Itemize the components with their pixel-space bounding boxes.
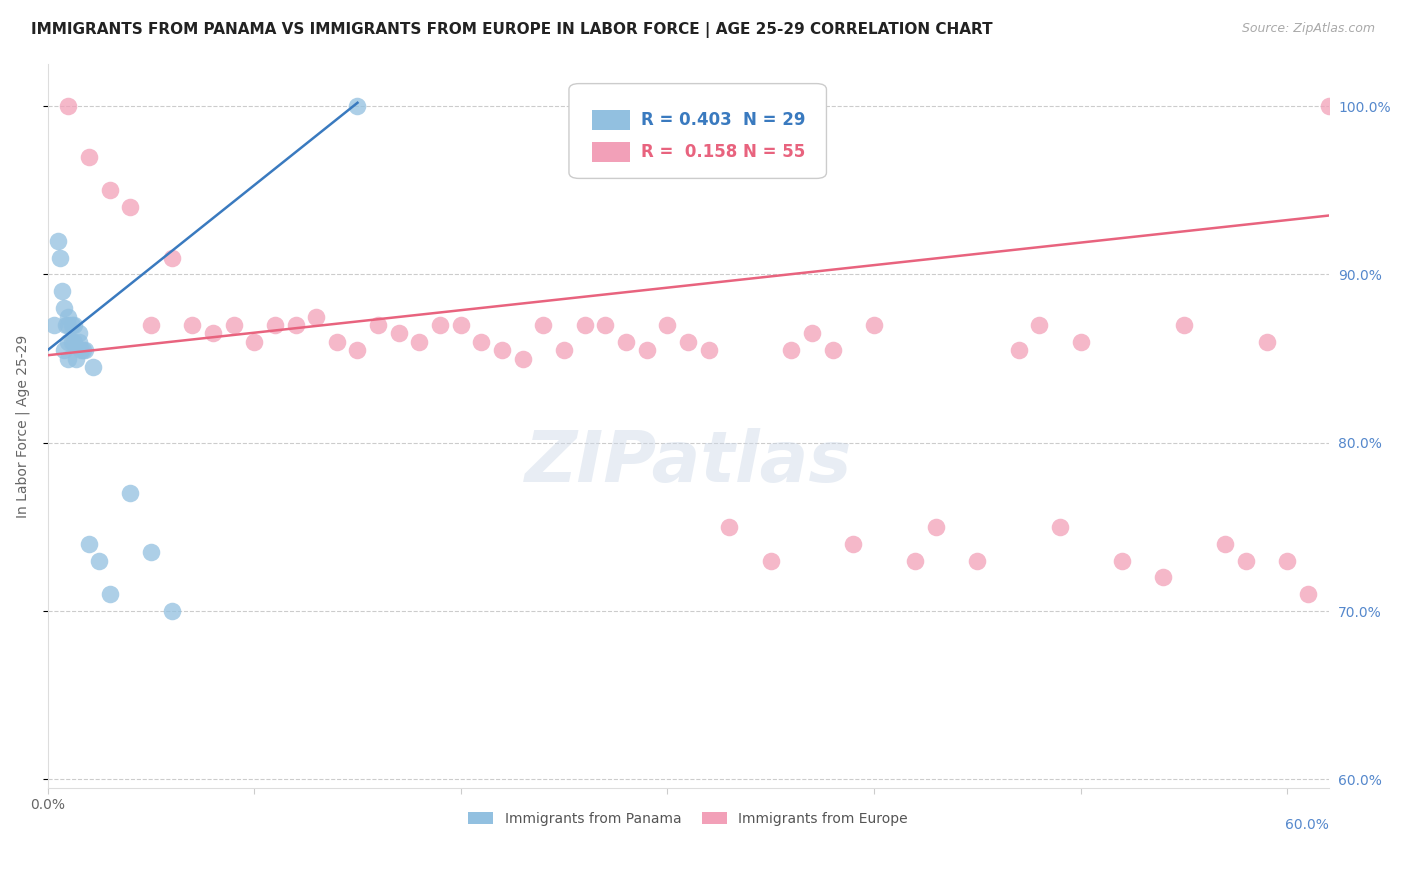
Point xyxy=(139,318,162,332)
Point xyxy=(1008,343,1031,358)
Point xyxy=(1256,334,1278,349)
Point xyxy=(42,318,65,332)
Point xyxy=(470,334,492,349)
Point xyxy=(676,334,699,349)
Text: 60.0%: 60.0% xyxy=(1285,818,1329,832)
Point xyxy=(98,183,121,197)
Point xyxy=(1234,553,1257,567)
Point xyxy=(388,326,411,341)
FancyBboxPatch shape xyxy=(592,142,630,161)
Point xyxy=(49,251,72,265)
Point xyxy=(67,326,90,341)
Point xyxy=(863,318,886,332)
Point xyxy=(201,326,224,341)
Point xyxy=(60,318,83,332)
Point xyxy=(450,318,472,332)
Point xyxy=(77,150,100,164)
Y-axis label: In Labor Force | Age 25-29: In Labor Force | Age 25-29 xyxy=(15,334,30,517)
Point xyxy=(657,318,679,332)
Point xyxy=(222,318,245,332)
Point xyxy=(718,520,741,534)
Point xyxy=(67,334,90,349)
Point xyxy=(65,351,87,366)
Point xyxy=(512,351,534,366)
FancyBboxPatch shape xyxy=(569,84,827,178)
Point xyxy=(58,334,80,349)
Point xyxy=(614,334,637,349)
Point xyxy=(120,486,142,500)
Point xyxy=(82,359,104,374)
Text: N = 55: N = 55 xyxy=(744,143,806,161)
Point xyxy=(58,310,80,324)
Point xyxy=(595,318,617,332)
Point xyxy=(346,99,368,113)
Point xyxy=(429,318,451,332)
Point xyxy=(53,343,76,358)
Point xyxy=(821,343,844,358)
Point xyxy=(243,334,266,349)
Point xyxy=(636,343,658,358)
Point xyxy=(46,234,69,248)
Point xyxy=(181,318,204,332)
Point xyxy=(1215,537,1237,551)
Point xyxy=(842,537,865,551)
Point xyxy=(58,351,80,366)
Point xyxy=(574,318,596,332)
Point xyxy=(780,343,803,358)
Point xyxy=(89,553,111,567)
Point xyxy=(120,200,142,214)
Point xyxy=(1173,318,1195,332)
Point xyxy=(1111,553,1133,567)
Point xyxy=(925,520,948,534)
Point xyxy=(77,537,100,551)
Point xyxy=(408,334,430,349)
Text: Source: ZipAtlas.com: Source: ZipAtlas.com xyxy=(1241,22,1375,36)
Point xyxy=(53,301,76,315)
Point xyxy=(284,318,307,332)
Text: IMMIGRANTS FROM PANAMA VS IMMIGRANTS FROM EUROPE IN LABOR FORCE | AGE 25-29 CORR: IMMIGRANTS FROM PANAMA VS IMMIGRANTS FRO… xyxy=(31,22,993,38)
Point xyxy=(305,310,328,324)
Point xyxy=(58,99,80,113)
Point xyxy=(801,326,824,341)
Point xyxy=(1317,99,1340,113)
Point xyxy=(1277,553,1299,567)
Point xyxy=(60,334,83,349)
Point xyxy=(51,285,73,299)
Point xyxy=(1152,570,1174,584)
Point xyxy=(759,553,782,567)
Point xyxy=(263,318,285,332)
Text: R =  0.158: R = 0.158 xyxy=(641,143,737,161)
Point xyxy=(139,545,162,559)
Point xyxy=(63,318,86,332)
FancyBboxPatch shape xyxy=(592,110,630,130)
Point xyxy=(69,343,91,358)
Point xyxy=(72,343,94,358)
Point xyxy=(63,334,86,349)
Text: ZIPatlas: ZIPatlas xyxy=(524,427,852,497)
Point xyxy=(697,343,720,358)
Point xyxy=(367,318,389,332)
Point xyxy=(160,604,183,618)
Point xyxy=(1049,520,1071,534)
Point xyxy=(160,251,183,265)
Point xyxy=(346,343,368,358)
Point xyxy=(553,343,575,358)
Point xyxy=(58,318,80,332)
Point xyxy=(491,343,513,358)
Point xyxy=(904,553,927,567)
Point xyxy=(326,334,349,349)
Point xyxy=(1028,318,1050,332)
Point xyxy=(966,553,988,567)
Point xyxy=(98,587,121,601)
Point xyxy=(55,318,77,332)
Point xyxy=(533,318,555,332)
Point xyxy=(73,343,96,358)
Text: R = 0.403: R = 0.403 xyxy=(641,111,731,128)
Point xyxy=(1070,334,1092,349)
Point xyxy=(1296,587,1319,601)
Text: N = 29: N = 29 xyxy=(744,111,806,128)
Legend: Immigrants from Panama, Immigrants from Europe: Immigrants from Panama, Immigrants from … xyxy=(463,806,914,831)
